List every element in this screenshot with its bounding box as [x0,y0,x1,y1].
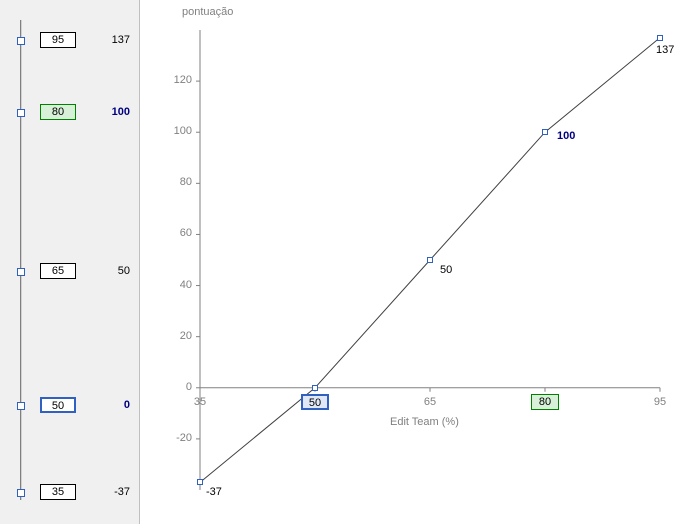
sidebar-row: 65 50 [0,263,140,281]
chart-svg [140,0,688,524]
y-value-label: 0 [90,397,130,413]
data-point-label: -37 [206,486,222,498]
sidebar-row: 95 137 [0,32,140,50]
sidebar-row: 50 0 [0,397,140,415]
y-tick-label: 60 [180,227,192,239]
y-tick-label: 100 [174,125,192,137]
data-point-label: 137 [656,44,674,56]
y-tick-label: 120 [174,74,192,86]
data-point[interactable] [657,35,663,41]
x-tick-label[interactable]: 35 [186,394,214,410]
x-tick-label[interactable]: 95 [646,394,674,410]
y-tick-label: 0 [186,381,192,393]
sidebar-row: 35 -37 [0,484,140,502]
x-value-box[interactable]: 65 [40,263,76,279]
slider-handle[interactable] [17,268,25,276]
slider-handle[interactable] [17,37,25,45]
slider-handle[interactable] [17,109,25,117]
data-point-label: 50 [440,264,452,276]
sidebar: 95 137 80 100 65 50 50 0 35 -37 [0,0,140,524]
data-point[interactable] [197,479,203,485]
y-value-label: -37 [90,484,130,500]
x-value-box[interactable]: 95 [40,32,76,48]
x-value-box[interactable]: 50 [40,397,76,413]
data-point[interactable] [427,257,433,263]
slider-handle[interactable] [17,489,25,497]
slider-handle[interactable] [17,402,25,410]
x-value-box[interactable]: 35 [40,484,76,500]
y-value-label: 50 [90,263,130,279]
data-point[interactable] [542,129,548,135]
x-axis-label: Edit Team (%) [390,416,459,428]
y-value-label: 137 [90,32,130,48]
x-tick-label[interactable]: 50 [301,394,329,410]
y-value-label: 100 [90,104,130,120]
y-tick-label: 80 [180,176,192,188]
chart-area: pontuação -200204060801001203550658095Ed… [140,0,688,524]
data-point[interactable] [312,385,318,391]
y-tick-label: 20 [180,330,192,342]
x-tick-label[interactable]: 65 [416,394,444,410]
slider-track [20,20,22,500]
sidebar-row: 80 100 [0,104,140,122]
data-point-label: 100 [557,130,575,142]
y-tick-label: 40 [180,279,192,291]
x-tick-label[interactable]: 80 [531,394,559,410]
x-value-box[interactable]: 80 [40,104,76,120]
y-tick-label: -20 [176,432,192,444]
